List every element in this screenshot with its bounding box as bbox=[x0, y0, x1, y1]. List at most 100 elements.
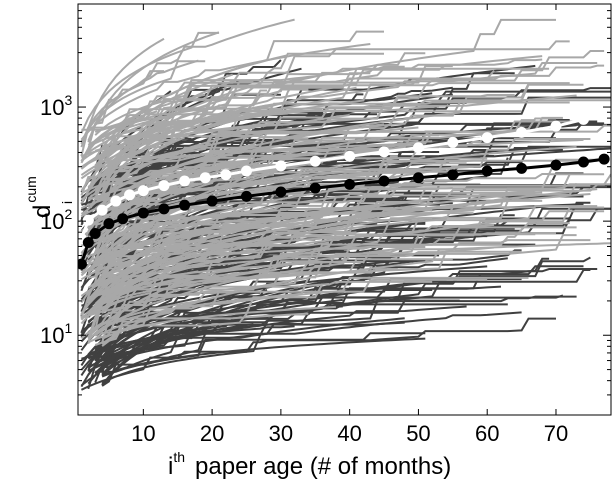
y-axis-label: d cum i bbox=[23, 176, 75, 218]
data-point bbox=[117, 213, 129, 225]
background-curve bbox=[80, 219, 172, 319]
background-curve bbox=[101, 206, 536, 289]
data-point bbox=[82, 236, 94, 248]
background-curve bbox=[80, 188, 598, 320]
background-curve bbox=[101, 311, 522, 387]
background-curve bbox=[80, 40, 570, 159]
background-curve bbox=[94, 69, 495, 133]
background-curve bbox=[94, 136, 185, 230]
y-tick-label: 101 bbox=[40, 320, 72, 348]
background-curve bbox=[101, 188, 440, 241]
background-curve bbox=[94, 97, 220, 196]
background-curve bbox=[80, 80, 254, 148]
y-axis-label-sup: cum bbox=[23, 176, 39, 202]
data-point bbox=[96, 204, 108, 216]
data-point bbox=[412, 172, 424, 184]
background-curve bbox=[101, 191, 536, 299]
data-point bbox=[240, 165, 252, 177]
data-point bbox=[158, 180, 170, 192]
background-curve bbox=[101, 52, 426, 192]
background-curve bbox=[94, 199, 543, 268]
x-tick-label: 20 bbox=[200, 421, 224, 446]
background-curve bbox=[101, 305, 336, 340]
background-curve bbox=[94, 123, 385, 221]
background-curve bbox=[95, 317, 405, 373]
background-curve bbox=[101, 255, 357, 294]
data-point bbox=[220, 169, 232, 181]
x-tick-label: 60 bbox=[475, 421, 499, 446]
data-point bbox=[577, 113, 589, 125]
x-axis-label-sup: th bbox=[173, 449, 185, 465]
data-point bbox=[378, 146, 390, 158]
y-tick-label: 103 bbox=[40, 92, 72, 120]
data-point bbox=[598, 153, 610, 165]
background-curve bbox=[101, 52, 384, 178]
background-curve bbox=[87, 191, 234, 273]
background-curve bbox=[80, 256, 591, 387]
data-point bbox=[103, 218, 115, 230]
y-axis-label-sub: i bbox=[59, 201, 75, 204]
data-point bbox=[378, 175, 390, 187]
data-point bbox=[412, 142, 424, 154]
y-tick-label: 102 bbox=[40, 206, 72, 234]
data-point bbox=[275, 160, 287, 172]
series-0 bbox=[78, 106, 610, 245]
data-point bbox=[516, 126, 528, 138]
background-curve bbox=[80, 108, 323, 162]
background-curve bbox=[87, 65, 453, 146]
x-tick-label: 40 bbox=[337, 421, 361, 446]
data-point bbox=[577, 156, 589, 168]
y-axis-label-base: d bbox=[29, 205, 56, 218]
background-curve bbox=[87, 218, 329, 267]
background-curve bbox=[94, 50, 605, 152]
background-curve bbox=[94, 246, 495, 337]
background-curve bbox=[87, 216, 206, 344]
data-point bbox=[309, 182, 321, 194]
data-point bbox=[481, 132, 493, 144]
background-curve bbox=[102, 117, 556, 211]
background-curve bbox=[87, 223, 495, 304]
svg-text:dcum: d cum bbox=[23, 176, 56, 218]
data-point bbox=[516, 162, 528, 174]
background-curve bbox=[80, 43, 371, 141]
series-1 bbox=[78, 153, 610, 270]
data-point bbox=[137, 185, 149, 197]
data-point bbox=[82, 214, 94, 226]
background-curve bbox=[87, 323, 254, 385]
background-curves bbox=[80, 18, 611, 391]
background-curve bbox=[94, 74, 323, 136]
data-point bbox=[309, 155, 321, 167]
series-layer bbox=[78, 106, 610, 270]
x-tick-label: 50 bbox=[406, 421, 430, 446]
data-point bbox=[447, 169, 459, 181]
background-curve bbox=[87, 18, 295, 150]
background-curve bbox=[101, 114, 350, 202]
plot-frame bbox=[77, 3, 612, 416]
background-curve bbox=[87, 67, 550, 188]
data-point bbox=[110, 195, 122, 207]
background-curve bbox=[101, 137, 309, 200]
data-point bbox=[240, 190, 252, 202]
background-curve bbox=[80, 94, 577, 201]
x-axis-label-base: i bbox=[168, 453, 173, 480]
x-tick-label: 70 bbox=[544, 421, 568, 446]
background-curve bbox=[101, 242, 611, 286]
x-axis-label: ith paper age (# of months) bbox=[168, 449, 451, 480]
background-curve bbox=[94, 138, 584, 191]
x-tick-label: 10 bbox=[131, 421, 155, 446]
background-curve bbox=[80, 37, 165, 157]
data-point bbox=[206, 195, 218, 207]
x-axis-label-text: paper age (# of months) bbox=[195, 453, 451, 480]
data-point bbox=[179, 199, 191, 211]
background-curve bbox=[101, 269, 372, 385]
data-point bbox=[550, 159, 562, 171]
data-point bbox=[550, 120, 562, 132]
series-line bbox=[79, 110, 605, 240]
data-point bbox=[481, 165, 493, 177]
axes: 10 20 30 40 50 60 70 101 102 103 bbox=[40, 3, 611, 446]
data-point bbox=[179, 175, 191, 187]
background-curve bbox=[87, 299, 206, 342]
data-point bbox=[447, 136, 459, 148]
background-curve bbox=[94, 183, 611, 277]
